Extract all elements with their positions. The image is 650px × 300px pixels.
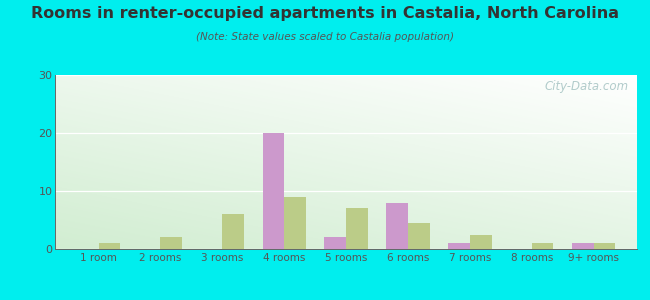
Bar	[572, 243, 593, 249]
Bar	[99, 243, 120, 249]
Bar	[593, 243, 616, 249]
Bar	[408, 223, 430, 249]
Bar	[346, 208, 368, 249]
Bar	[532, 243, 553, 249]
Bar	[263, 133, 284, 249]
Bar	[448, 243, 470, 249]
Bar	[222, 214, 244, 249]
Bar	[386, 202, 408, 249]
Text: (Note: State values scaled to Castalia population): (Note: State values scaled to Castalia p…	[196, 32, 454, 41]
Text: City-Data.com: City-Data.com	[544, 80, 629, 93]
Bar	[324, 237, 346, 249]
Text: Rooms in renter-occupied apartments in Castalia, North Carolina: Rooms in renter-occupied apartments in C…	[31, 6, 619, 21]
Bar	[284, 197, 306, 249]
Bar	[161, 237, 182, 249]
Bar	[470, 235, 491, 249]
